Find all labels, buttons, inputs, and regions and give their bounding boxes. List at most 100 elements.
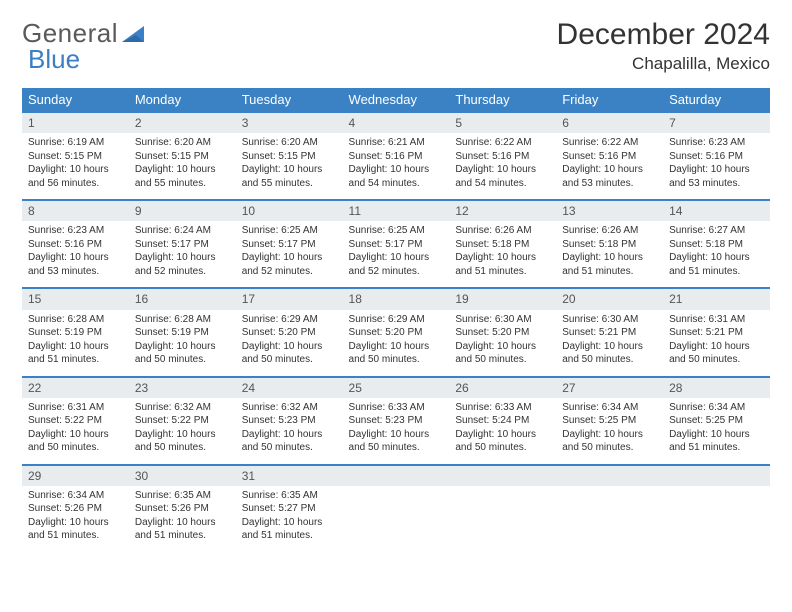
sunrise-text: Sunrise: 6:35 AM <box>242 489 337 503</box>
day-body: Sunrise: 6:20 AMSunset: 5:15 PMDaylight:… <box>129 133 236 199</box>
calendar-cell <box>449 465 556 552</box>
day-number: 8 <box>22 201 129 221</box>
sunset-text: Sunset: 5:27 PM <box>242 502 337 516</box>
sunrise-text: Sunrise: 6:29 AM <box>242 313 337 327</box>
daylight-text: Daylight: 10 hours and 53 minutes. <box>28 251 123 278</box>
calendar-cell: 16Sunrise: 6:28 AMSunset: 5:19 PMDayligh… <box>129 288 236 376</box>
sunrise-text: Sunrise: 6:27 AM <box>669 224 764 238</box>
weekday-header: Friday <box>556 88 663 112</box>
sunrise-text: Sunrise: 6:26 AM <box>455 224 550 238</box>
day-number: 28 <box>663 378 770 398</box>
calendar-cell: 31 Sunrise: 6:35 AMSunset: 5:27 PMDayligh… <box>236 465 343 552</box>
day-body: Sunrise: 6:31 AMSunset: 5:22 PMDaylight:… <box>22 398 129 464</box>
sunset-text: Sunset: 5:16 PM <box>349 150 444 164</box>
daylight-text: Daylight: 10 hours and 55 minutes. <box>135 163 230 190</box>
day-body: Sunrise: 6:35 AMSunset: 5:26 PMDaylight:… <box>129 486 236 552</box>
sunset-text: Sunset: 5:17 PM <box>135 238 230 252</box>
sunset-text: Sunset: 5:23 PM <box>349 414 444 428</box>
calendar-cell: 22Sunrise: 6:31 AMSunset: 5:22 PMDayligh… <box>22 377 129 465</box>
day-number: 9 <box>129 201 236 221</box>
calendar-cell: 7Sunrise: 6:23 AMSunset: 5:16 PMDaylight… <box>663 112 770 200</box>
daylight-text: Daylight: 10 hours and 55 minutes. <box>242 163 337 190</box>
day-body: Sunrise: 6:32 AMSunset: 5:22 PMDaylight:… <box>129 398 236 464</box>
calendar-cell: 18Sunrise: 6:29 AMSunset: 5:20 PMDayligh… <box>343 288 450 376</box>
day-number: 1 <box>22 113 129 133</box>
sunrise-text: Sunrise: 6:24 AM <box>135 224 230 238</box>
day-body-empty <box>343 486 450 552</box>
sunrise-text: Sunrise: 6:34 AM <box>28 489 123 503</box>
daylight-text: Daylight: 10 hours and 53 minutes. <box>669 163 764 190</box>
daylight-text: Daylight: 10 hours and 50 minutes. <box>242 428 337 455</box>
day-body: Sunrise: 6:22 AMSunset: 5:16 PMDaylight:… <box>449 133 556 199</box>
sunrise-text: Sunrise: 6:28 AM <box>28 313 123 327</box>
daylight-text: Daylight: 10 hours and 51 minutes. <box>135 516 230 543</box>
day-number: 15 <box>22 289 129 309</box>
daylight-text: Daylight: 10 hours and 51 minutes. <box>669 251 764 278</box>
day-number-empty <box>343 466 450 486</box>
sunrise-text: Sunrise: 6:33 AM <box>349 401 444 415</box>
daylight-text: Daylight: 10 hours and 50 minutes. <box>28 428 123 455</box>
day-number: 31 <box>236 466 343 486</box>
daylight-text: Daylight: 10 hours and 50 minutes. <box>669 340 764 367</box>
day-number: 14 <box>663 201 770 221</box>
day-number: 3 <box>236 113 343 133</box>
sunset-text: Sunset: 5:15 PM <box>135 150 230 164</box>
weekday-header: Thursday <box>449 88 556 112</box>
sunset-text: Sunset: 5:22 PM <box>135 414 230 428</box>
daylight-text: Daylight: 10 hours and 52 minutes. <box>242 251 337 278</box>
daylight-text: Daylight: 10 hours and 52 minutes. <box>135 251 230 278</box>
calendar-cell: 20Sunrise: 6:30 AMSunset: 5:21 PMDayligh… <box>556 288 663 376</box>
day-body: Sunrise: 6:25 AMSunset: 5:17 PMDaylight:… <box>236 221 343 287</box>
sunrise-text: Sunrise: 6:22 AM <box>455 136 550 150</box>
day-body: Sunrise: 6:24 AMSunset: 5:17 PMDaylight:… <box>129 221 236 287</box>
sunset-text: Sunset: 5:19 PM <box>28 326 123 340</box>
day-number: 22 <box>22 378 129 398</box>
day-number: 20 <box>556 289 663 309</box>
daylight-text: Daylight: 10 hours and 50 minutes. <box>242 340 337 367</box>
day-number: 21 <box>663 289 770 309</box>
calendar-cell: 19Sunrise: 6:30 AMSunset: 5:20 PMDayligh… <box>449 288 556 376</box>
day-number: 23 <box>129 378 236 398</box>
daylight-text: Daylight: 10 hours and 56 minutes. <box>28 163 123 190</box>
day-body: Sunrise: 6:22 AMSunset: 5:16 PMDaylight:… <box>556 133 663 199</box>
calendar-cell: 26Sunrise: 6:33 AMSunset: 5:24 PMDayligh… <box>449 377 556 465</box>
day-number-empty <box>663 466 770 486</box>
sunrise-text: Sunrise: 6:33 AM <box>455 401 550 415</box>
day-body: Sunrise: 6:30 AMSunset: 5:20 PMDaylight:… <box>449 310 556 376</box>
sunset-text: Sunset: 5:18 PM <box>669 238 764 252</box>
day-number: 13 <box>556 201 663 221</box>
day-number-empty <box>556 466 663 486</box>
sunset-text: Sunset: 5:26 PM <box>135 502 230 516</box>
day-body: Sunrise: 6:32 AMSunset: 5:23 PMDaylight:… <box>236 398 343 464</box>
day-number: 17 <box>236 289 343 309</box>
sunset-text: Sunset: 5:16 PM <box>562 150 657 164</box>
logo-triangle-icon <box>122 24 148 44</box>
sunrise-text: Sunrise: 6:25 AM <box>349 224 444 238</box>
calendar-cell: 6Sunrise: 6:22 AMSunset: 5:16 PMDaylight… <box>556 112 663 200</box>
sunset-text: Sunset: 5:24 PM <box>455 414 550 428</box>
calendar-cell <box>663 465 770 552</box>
calendar-cell: 4Sunrise: 6:21 AMSunset: 5:16 PMDaylight… <box>343 112 450 200</box>
sunset-text: Sunset: 5:20 PM <box>455 326 550 340</box>
weekday-header: Tuesday <box>236 88 343 112</box>
daylight-text: Daylight: 10 hours and 54 minutes. <box>349 163 444 190</box>
daylight-text: Daylight: 10 hours and 54 minutes. <box>455 163 550 190</box>
calendar-row: 22Sunrise: 6:31 AMSunset: 5:22 PMDayligh… <box>22 377 770 465</box>
daylight-text: Daylight: 10 hours and 51 minutes. <box>242 516 337 543</box>
weekday-header: Sunday <box>22 88 129 112</box>
sunset-text: Sunset: 5:20 PM <box>242 326 337 340</box>
sunrise-text: Sunrise: 6:35 AM <box>135 489 230 503</box>
sunset-text: Sunset: 5:16 PM <box>455 150 550 164</box>
sunrise-text: Sunrise: 6:25 AM <box>242 224 337 238</box>
daylight-text: Daylight: 10 hours and 50 minutes. <box>455 340 550 367</box>
calendar-cell: 21Sunrise: 6:31 AMSunset: 5:21 PMDayligh… <box>663 288 770 376</box>
calendar-cell: 8Sunrise: 6:23 AMSunset: 5:16 PMDaylight… <box>22 200 129 288</box>
sunset-text: Sunset: 5:25 PM <box>562 414 657 428</box>
sunrise-text: Sunrise: 6:31 AM <box>669 313 764 327</box>
sunrise-text: Sunrise: 6:19 AM <box>28 136 123 150</box>
day-number: 24 <box>236 378 343 398</box>
day-body: Sunrise: 6:23 AMSunset: 5:16 PMDaylight:… <box>22 221 129 287</box>
sunrise-text: Sunrise: 6:34 AM <box>669 401 764 415</box>
daylight-text: Daylight: 10 hours and 50 minutes. <box>562 428 657 455</box>
sunrise-text: Sunrise: 6:20 AM <box>242 136 337 150</box>
